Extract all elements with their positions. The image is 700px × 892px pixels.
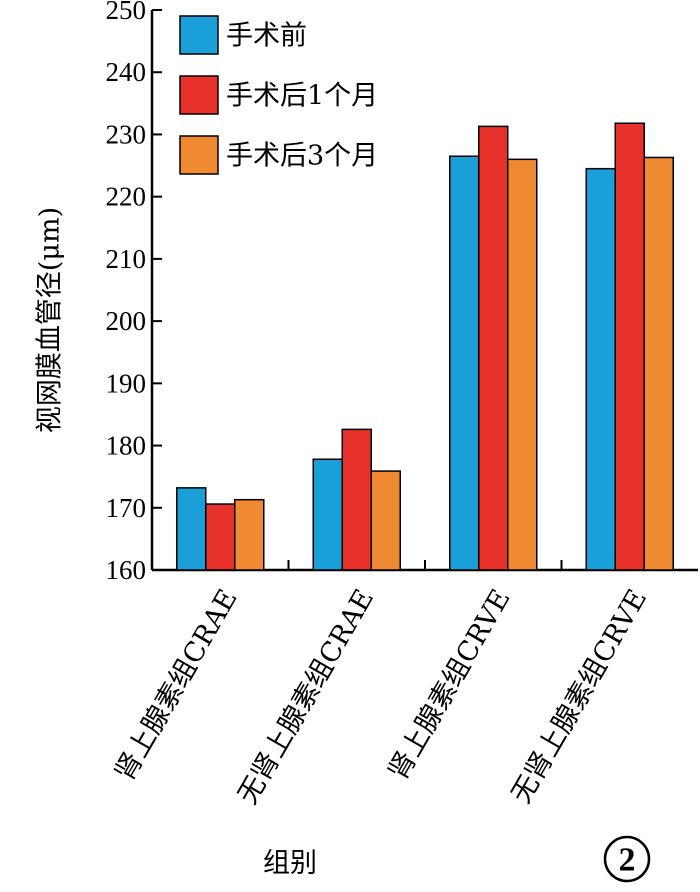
y-tick-labels: 160 170 180 190 200 210 220 230 240 250 bbox=[106, 0, 147, 585]
category-label: 无肾上腺素组CRVE bbox=[506, 584, 653, 808]
y-axis-label: 视网膜血管径(μm) bbox=[35, 207, 66, 433]
bar bbox=[643, 156, 674, 571]
panel-label-text: 2 bbox=[619, 842, 636, 879]
y-tick-label: 230 bbox=[106, 119, 147, 149]
panel-label-circle bbox=[603, 835, 651, 883]
legend-swatch bbox=[179, 135, 219, 175]
y-tick-label: 250 bbox=[106, 0, 147, 25]
bar bbox=[449, 155, 480, 571]
bar bbox=[478, 125, 509, 571]
y-tick-label: 210 bbox=[106, 244, 147, 274]
y-tick-label: 240 bbox=[106, 57, 147, 87]
y-tick-label: 200 bbox=[106, 306, 147, 336]
bar bbox=[507, 158, 538, 571]
legend-swatch bbox=[179, 75, 219, 115]
legend-label: 手术后1个月 bbox=[226, 81, 378, 112]
y-tick-label: 220 bbox=[106, 182, 147, 212]
legend-label: 手术前 bbox=[226, 21, 307, 52]
bar bbox=[205, 503, 236, 571]
bar bbox=[234, 498, 265, 571]
bar bbox=[341, 428, 372, 571]
y-tick-label: 160 bbox=[106, 555, 147, 585]
bar bbox=[614, 122, 645, 571]
legend-swatch bbox=[179, 15, 219, 55]
legend-label: 手术后3个月 bbox=[226, 141, 378, 172]
y-tick-label: 180 bbox=[106, 431, 147, 461]
bar bbox=[370, 470, 401, 571]
bar bbox=[312, 458, 343, 571]
category-label: 肾上腺素组CRVE bbox=[383, 584, 517, 785]
bar bbox=[585, 167, 616, 571]
panel-label: 2 bbox=[603, 835, 651, 883]
bars bbox=[176, 122, 674, 571]
category-label: 肾上腺素组CRAE bbox=[109, 584, 243, 786]
bar bbox=[176, 487, 207, 571]
category-label: 无肾上腺素组CRAE bbox=[232, 584, 380, 809]
y-tick-label: 170 bbox=[106, 493, 147, 523]
x-axis-label: 组别 bbox=[263, 848, 317, 879]
y-tick-label: 190 bbox=[106, 368, 147, 398]
